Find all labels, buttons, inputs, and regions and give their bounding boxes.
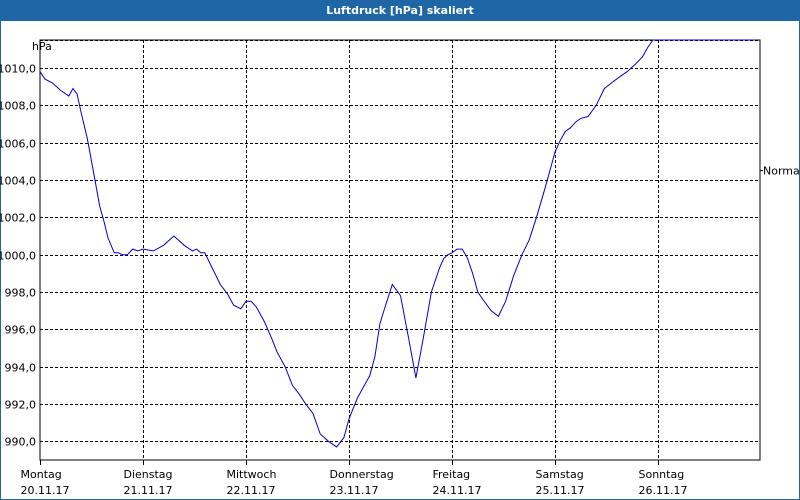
x-tick-date: 24.11.17 bbox=[433, 484, 482, 497]
x-tick-day: Montag bbox=[21, 468, 62, 481]
grid-lines bbox=[40, 40, 760, 460]
y-tick-label: 1000,0 bbox=[0, 250, 36, 263]
y-tick-label: 1010,0 bbox=[0, 63, 36, 76]
x-tick-day: Dienstag bbox=[124, 468, 173, 481]
y-tick-label: 990,0 bbox=[5, 436, 37, 449]
x-tick-date: 20.11.17 bbox=[21, 484, 70, 497]
x-axis-ticks: Montag 20.11.17 Dienstag 21.11.17 Mittwoch 22… bbox=[21, 460, 688, 497]
y-tick-label: 998,0 bbox=[5, 287, 37, 300]
x-tick-date: 26.11.17 bbox=[639, 484, 688, 497]
y-tick-label: 994,0 bbox=[5, 362, 37, 375]
y-tick-label: 996,0 bbox=[5, 324, 37, 337]
y-axis-label: hPa bbox=[32, 40, 52, 53]
window-title: Luftdruck [hPa] skaliert bbox=[0, 0, 800, 21]
y-axis-ticks: 990,0 992,0 994,0 996,0 998,0 1000,0 1002,0 100… bbox=[0, 63, 36, 449]
y-tick-label: 1006,0 bbox=[0, 138, 36, 151]
x-tick-day: Freitag bbox=[433, 468, 471, 481]
series-line bbox=[39, 39, 756, 448]
x-tick-date: 25.11.17 bbox=[536, 484, 585, 497]
x-tick-day: Sonntag bbox=[639, 468, 685, 481]
x-tick-date: 22.11.17 bbox=[227, 484, 276, 497]
x-tick-date: 21.11.17 bbox=[124, 484, 173, 497]
y-tick-label: 992,0 bbox=[5, 399, 37, 412]
y-tick-label: 1008,0 bbox=[0, 100, 36, 113]
x-tick-day: Mittwoch bbox=[227, 468, 277, 481]
plot-area bbox=[39, 39, 761, 461]
x-tick-date: 23.11.17 bbox=[330, 484, 379, 497]
reference-label: Normal bbox=[763, 165, 800, 178]
y-tick-label: 1004,0 bbox=[0, 175, 36, 188]
x-tick-day: Samstag bbox=[536, 468, 584, 481]
x-tick-day: Donnerstag bbox=[330, 468, 394, 481]
y-tick-label: 1002,0 bbox=[0, 212, 36, 225]
